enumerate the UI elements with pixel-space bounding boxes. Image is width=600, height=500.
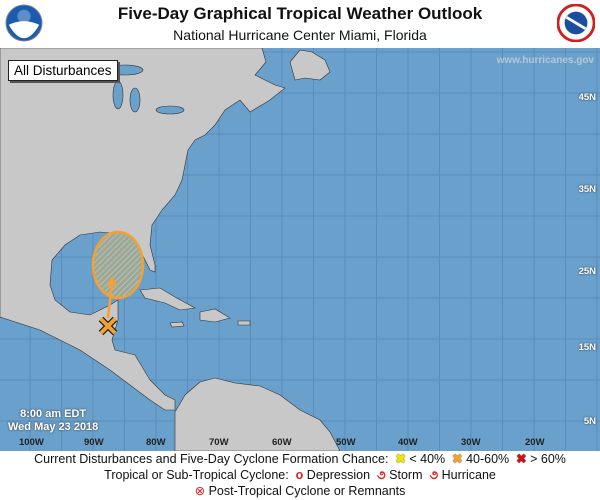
- storm-icon: ૭: [376, 468, 386, 482]
- longitude-label: 70W: [209, 437, 229, 448]
- disturbance-x-marker[interactable]: [98, 316, 118, 336]
- depression-icon: o: [295, 468, 304, 482]
- south-america-land: [174, 377, 341, 451]
- legend: Current Disturbances and Five-Day Cyclon…: [0, 451, 600, 499]
- longitude-label: 80W: [146, 437, 166, 448]
- legend-medium: 40-60%: [466, 452, 510, 466]
- page-title: Five-Day Graphical Tropical Weather Outl…: [117, 4, 483, 23]
- noaa-logo: [5, 4, 43, 42]
- legend-depression: Depression: [306, 468, 371, 482]
- legend-high: > 60%: [530, 452, 566, 466]
- x-orange-icon: ✖: [452, 452, 463, 466]
- latitude-label: 5N: [583, 416, 596, 427]
- legend-post-tropical: Post-Tropical Cyclone or Remnants: [208, 484, 406, 498]
- north-america-land: [0, 48, 286, 411]
- longitude-label: 30W: [461, 437, 481, 448]
- view-selector-label[interactable]: All Disturbances: [8, 60, 118, 81]
- latitude-label: 25N: [578, 266, 596, 277]
- issued-time-text: 8:00 am EDT: [20, 408, 87, 420]
- page-subtitle: National Hurricane Center Miami, Florida: [173, 27, 427, 43]
- header: Five-Day Graphical Tropical Weather Outl…: [0, 0, 600, 48]
- legend-hurricane: Hurricane: [441, 468, 496, 482]
- nws-logo: [557, 4, 595, 42]
- outlook-map: [0, 48, 600, 451]
- legend-formation-label: Current Disturbances and Five-Day Cyclon…: [34, 452, 389, 466]
- latitude-label: 35N: [578, 184, 596, 195]
- cuba-land: [139, 287, 196, 311]
- x-yellow-icon: ✖: [395, 452, 406, 466]
- longitude-label: 100W: [19, 437, 44, 448]
- longitude-label: 60W: [272, 437, 292, 448]
- disturbance-track: [106, 282, 114, 319]
- legend-storm: Storm: [389, 468, 423, 482]
- hurricane-icon: ૭: [429, 468, 439, 482]
- legend-low: < 40%: [409, 452, 446, 466]
- disturbance-area[interactable]: [91, 230, 145, 336]
- issued-time: 8:00 am EDT Wed May 23 2018: [8, 408, 98, 434]
- latitude-label: 45N: [578, 92, 596, 103]
- post-tropical-icon: ⊗: [194, 484, 206, 498]
- website-label: www.hurricanes.gov: [496, 55, 594, 66]
- jamaica-land: [169, 321, 185, 328]
- longitude-label: 50W: [336, 437, 356, 448]
- longitude-label: 20W: [525, 437, 545, 448]
- puerto-rico-land: [237, 320, 251, 326]
- issued-date-text: Wed May 23 2018: [8, 421, 99, 433]
- legend-cyclone-label: Tropical or Sub-Tropical Cyclone:: [104, 468, 289, 482]
- longitude-label: 40W: [398, 437, 418, 448]
- hispaniola-land: [199, 308, 231, 323]
- newfoundland-land: [289, 49, 331, 81]
- x-red-icon: ✖: [516, 452, 527, 466]
- longitude-label: 90W: [84, 437, 104, 448]
- latitude-label: 15N: [578, 342, 596, 353]
